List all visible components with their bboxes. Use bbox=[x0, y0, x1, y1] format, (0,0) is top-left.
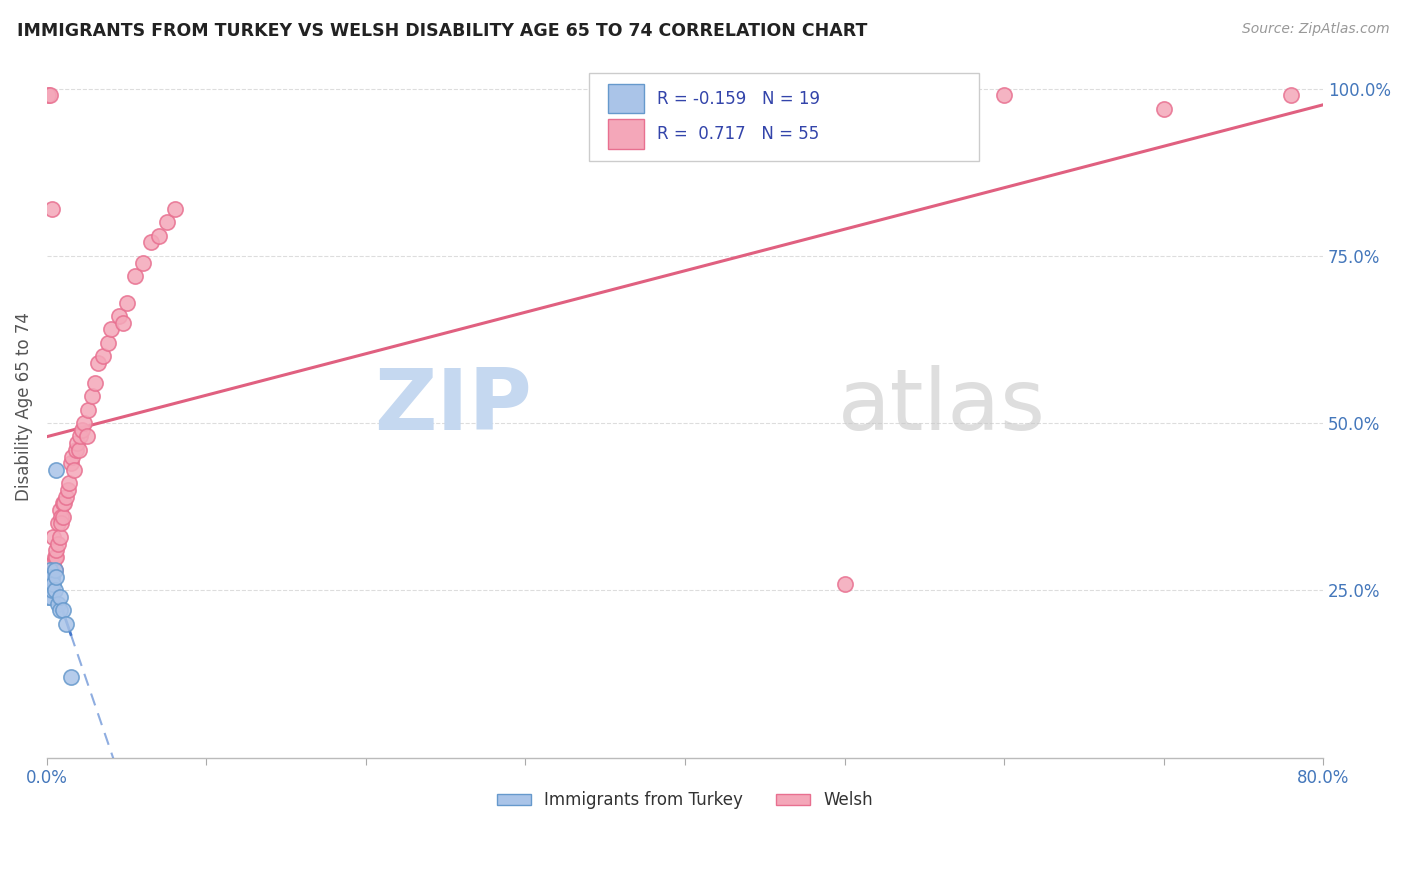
Point bbox=[51, 516, 73, 531]
Point bbox=[65, 442, 87, 457]
Point bbox=[41, 583, 63, 598]
Point bbox=[67, 442, 90, 457]
Point bbox=[834, 576, 856, 591]
Text: R =  0.717   N = 55: R = 0.717 N = 55 bbox=[657, 125, 820, 143]
Text: Source: ZipAtlas.com: Source: ZipAtlas.com bbox=[1241, 22, 1389, 37]
Point bbox=[52, 509, 75, 524]
Point bbox=[83, 376, 105, 390]
Point bbox=[69, 429, 91, 443]
Point bbox=[42, 557, 65, 571]
Point bbox=[39, 590, 62, 604]
Point bbox=[62, 450, 84, 464]
Text: IMMIGRANTS FROM TURKEY VS WELSH DISABILITY AGE 65 TO 74 CORRELATION CHART: IMMIGRANTS FROM TURKEY VS WELSH DISABILI… bbox=[17, 22, 868, 40]
Point bbox=[163, 202, 186, 216]
Point bbox=[100, 322, 122, 336]
FancyBboxPatch shape bbox=[609, 84, 644, 113]
Point bbox=[76, 429, 98, 443]
Point bbox=[51, 509, 73, 524]
Point bbox=[37, 563, 59, 577]
Point bbox=[41, 570, 63, 584]
Point bbox=[91, 349, 114, 363]
Point bbox=[52, 603, 75, 617]
Point bbox=[39, 576, 62, 591]
Point bbox=[52, 496, 75, 510]
Point bbox=[70, 423, 93, 437]
Legend: Immigrants from Turkey, Welsh: Immigrants from Turkey, Welsh bbox=[491, 785, 879, 816]
Point bbox=[45, 463, 67, 477]
Point bbox=[96, 335, 118, 350]
Point bbox=[39, 563, 62, 577]
Point bbox=[41, 202, 63, 216]
Point bbox=[59, 670, 82, 684]
Point bbox=[80, 389, 103, 403]
Point bbox=[37, 590, 59, 604]
Point bbox=[44, 549, 66, 564]
Point bbox=[87, 356, 110, 370]
Point bbox=[37, 583, 59, 598]
Point bbox=[1279, 88, 1302, 103]
Point bbox=[55, 490, 77, 504]
Point bbox=[48, 590, 70, 604]
Point bbox=[53, 496, 76, 510]
Point bbox=[48, 603, 70, 617]
FancyBboxPatch shape bbox=[589, 73, 979, 161]
Point bbox=[124, 268, 146, 283]
Point bbox=[41, 570, 63, 584]
Point bbox=[63, 463, 86, 477]
Point bbox=[42, 530, 65, 544]
Point bbox=[37, 88, 59, 103]
Point bbox=[48, 503, 70, 517]
Point bbox=[59, 456, 82, 470]
Point bbox=[41, 557, 63, 571]
Point bbox=[37, 570, 59, 584]
Point bbox=[46, 516, 69, 531]
Point bbox=[44, 583, 66, 598]
Point bbox=[155, 215, 177, 229]
Point bbox=[46, 536, 69, 550]
Point bbox=[48, 530, 70, 544]
Point bbox=[72, 416, 94, 430]
Point bbox=[39, 88, 62, 103]
Point bbox=[39, 563, 62, 577]
Point bbox=[45, 570, 67, 584]
Point bbox=[44, 563, 66, 577]
Point bbox=[42, 576, 65, 591]
Text: R = -0.159   N = 19: R = -0.159 N = 19 bbox=[657, 90, 820, 108]
Point bbox=[45, 549, 67, 564]
Point bbox=[58, 476, 80, 491]
Y-axis label: Disability Age 65 to 74: Disability Age 65 to 74 bbox=[15, 312, 32, 500]
Text: atlas: atlas bbox=[838, 365, 1046, 448]
Point bbox=[44, 563, 66, 577]
Point bbox=[55, 616, 77, 631]
Text: ZIP: ZIP bbox=[374, 365, 531, 448]
Point bbox=[46, 597, 69, 611]
Point bbox=[131, 255, 153, 269]
Point bbox=[66, 436, 89, 450]
Point bbox=[45, 543, 67, 558]
Point bbox=[112, 316, 135, 330]
FancyBboxPatch shape bbox=[609, 119, 644, 149]
Point bbox=[77, 402, 100, 417]
Point bbox=[1153, 102, 1175, 116]
Point bbox=[115, 295, 138, 310]
Point bbox=[139, 235, 162, 250]
Point bbox=[56, 483, 79, 497]
Point bbox=[107, 309, 129, 323]
Point bbox=[993, 88, 1015, 103]
Point bbox=[148, 228, 170, 243]
